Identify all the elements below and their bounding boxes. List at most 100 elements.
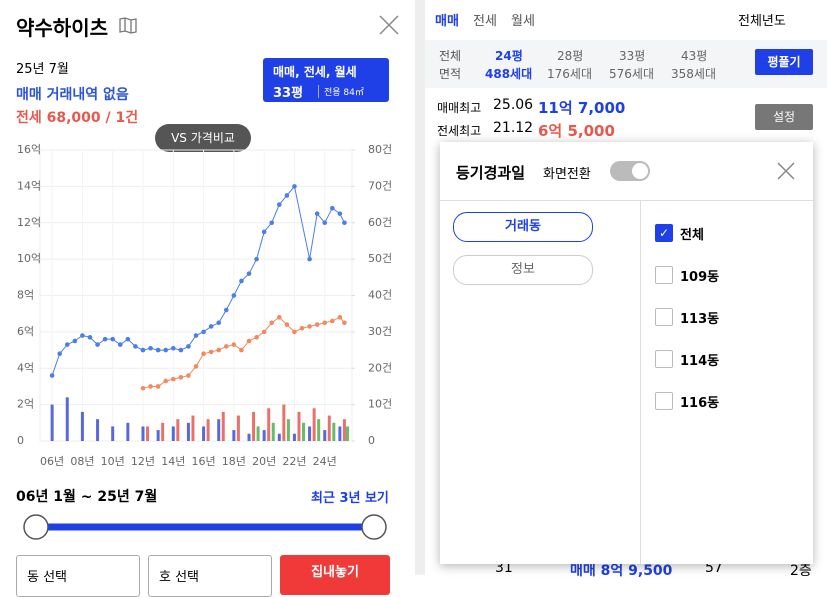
price-dot (299, 325, 305, 331)
volume-bar (262, 430, 266, 441)
row-cell: 31 (495, 560, 513, 576)
unfold-button[interactable]: 평풀기 (755, 49, 813, 75)
price-dot (208, 349, 214, 355)
price-line (51, 185, 345, 376)
price-dot (261, 229, 267, 235)
price-dot (337, 315, 343, 320)
x-tick-label: 24년 (313, 455, 337, 468)
max-price: 6억 5,000 (538, 122, 615, 140)
checkbox[interactable] (655, 350, 673, 368)
option-label[interactable]: 109동 (680, 270, 720, 285)
price-dot (201, 351, 206, 356)
volume-bar (186, 422, 190, 441)
price-dot (125, 336, 131, 342)
volume-bar (342, 419, 346, 441)
y-tick-label: 0 (17, 434, 24, 447)
jeonse-status: 전세 68,000 / 1건 (16, 110, 139, 126)
modal-tab[interactable]: 정보 (453, 255, 593, 285)
checkbox[interactable] (655, 392, 673, 410)
volume-bar (256, 426, 260, 441)
price-dot (178, 375, 184, 380)
dong-select[interactable]: 동 선택 (16, 555, 140, 597)
filter-area: 전용 84㎡ (318, 85, 364, 98)
option-label[interactable]: 114동 (680, 354, 720, 369)
sell-button[interactable]: 집내놓기 (280, 555, 390, 595)
price-dot (277, 202, 282, 207)
volume-bar (202, 426, 206, 441)
separator (640, 200, 641, 564)
volume-bar (252, 411, 256, 441)
area-table: 전체 면적 24평 488세대 28평 176세대 33평 576세대 43평 358세대 평… (425, 40, 827, 88)
volume-bar (332, 422, 336, 441)
toggle[interactable] (610, 161, 650, 181)
x-tick-label: 12년 (131, 455, 155, 468)
row-cell: 57 (705, 560, 723, 576)
right-panel: 매매 전세 월세 전체년도 전체 면적 24평 488세대 28평 176세대 33평 5… (425, 0, 827, 579)
toggle-label: 화면전환 (543, 167, 591, 182)
price-dot (170, 345, 176, 351)
price-dot (140, 385, 146, 391)
compare-button[interactable]: VS 가격비교 (155, 124, 251, 152)
price-dot (223, 307, 229, 313)
settings-button[interactable]: 설정 (755, 104, 813, 130)
checkbox[interactable] (655, 308, 673, 326)
range-slider[interactable] (20, 512, 395, 542)
price-dot (163, 347, 169, 353)
x-tick-label: 18년 (222, 455, 246, 468)
tab[interactable]: 월세 (511, 14, 535, 29)
area-units[interactable]: 488세대 (485, 67, 533, 81)
checkbox[interactable]: ✓ (655, 224, 673, 242)
volume-bar (232, 430, 236, 441)
area-pyeong[interactable]: 43평 (681, 49, 708, 63)
option-label[interactable]: 116동 (680, 396, 720, 411)
price-dot (231, 342, 237, 347)
y-tick-label: 8억 (17, 289, 34, 302)
volume-bar (50, 404, 54, 441)
tab[interactable]: 전세 (473, 14, 497, 29)
max-label: 매매최고 (437, 101, 482, 115)
close-icon[interactable] (777, 162, 795, 180)
price-dot (148, 345, 153, 351)
recent-link[interactable]: 최근 3년 보기 (311, 491, 389, 506)
max-date: 25.06 (493, 97, 534, 113)
area-units[interactable]: 358세대 (671, 67, 716, 81)
divider (415, 0, 425, 575)
area-pyeong[interactable]: 33평 (619, 49, 646, 63)
price-dot (246, 271, 252, 276)
map-icon[interactable] (118, 16, 138, 34)
volume-bar (327, 415, 331, 441)
option-label[interactable]: 113동 (680, 312, 720, 327)
volume-bar (312, 408, 316, 441)
area-pyeong[interactable]: 28평 (557, 49, 584, 63)
x-tick-label: 08년 (70, 455, 94, 468)
price-dot (292, 184, 297, 189)
year-filter[interactable]: 전체년도 (738, 14, 786, 29)
filter-button[interactable]: 매매, 전세, 월세 33평 전용 84㎡ (263, 58, 389, 102)
price-dot (57, 351, 62, 356)
volume-bar (111, 426, 115, 441)
price-dot (254, 256, 259, 262)
y2-tick-label: 50건 (368, 252, 392, 265)
volume-bar (217, 419, 221, 441)
volume-bar (292, 433, 296, 441)
max-label: 전세최고 (437, 124, 482, 138)
title: 약수하이츠 (16, 16, 108, 40)
tab[interactable]: 매매 (435, 14, 459, 29)
option-label[interactable]: 전체 (680, 228, 704, 243)
ho-select[interactable]: 호 선택 (148, 555, 272, 597)
area-units[interactable]: 176세대 (547, 67, 592, 81)
area-pyeong[interactable]: 24평 (495, 49, 523, 63)
x-tick-label: 20년 (252, 455, 276, 468)
volume-bar (297, 411, 301, 441)
modal-tab[interactable]: 거래동 (453, 212, 593, 242)
close-icon[interactable] (378, 14, 400, 36)
x-tick-label: 22년 (282, 455, 306, 468)
price-dot (342, 220, 347, 226)
volume-bar (65, 397, 69, 441)
area-units[interactable]: 576세대 (609, 67, 654, 81)
price-dot (140, 347, 146, 353)
price-dot (163, 378, 169, 384)
price-dot (201, 329, 206, 335)
checkbox[interactable] (655, 266, 673, 284)
y-tick-label: 14억 (17, 179, 41, 192)
